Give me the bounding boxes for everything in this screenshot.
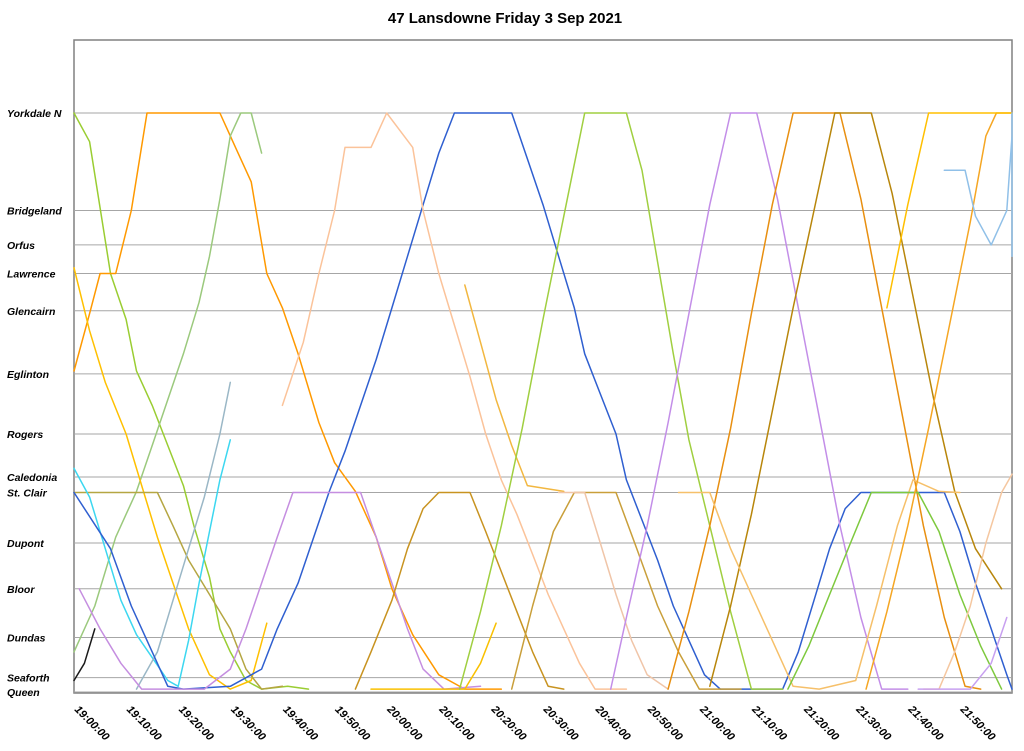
trip-line-22 (865, 112, 1013, 690)
stop-label: Rogers (7, 429, 43, 441)
trip-line-12 (354, 491, 565, 690)
stop-labels: Yorkdale N Bridgeland Orfus Lawrence Glencai… (7, 108, 62, 699)
trip-line-21 (787, 491, 1003, 690)
trip-line-16 (557, 491, 669, 690)
time-tick-label: 19:40:00 (280, 704, 320, 744)
time-axis-labels: 19:00:00 19:10:00 19:20:00 19:30:00 19:40:00… (72, 703, 998, 744)
trip-line-4 (73, 267, 268, 690)
trip-line-13 (370, 622, 497, 690)
trip-line-6 (73, 439, 232, 688)
trip-line-14 (458, 112, 784, 690)
trip-line-26 (917, 616, 1008, 690)
time-tick-label: 21:40:00 (905, 703, 946, 744)
trip-line-3 (73, 112, 263, 653)
time-tick-label: 20:10:00 (436, 703, 477, 744)
time-tick-label: 20:20:00 (488, 703, 529, 744)
trip-line-9 (78, 491, 482, 690)
time-tick-label: 21:00:00 (697, 703, 738, 744)
stop-label: Dundas (7, 633, 46, 645)
trip-line-1 (73, 112, 310, 690)
stop-label: Glencairn (7, 306, 55, 318)
time-tick-label: 21:30:00 (853, 703, 894, 744)
time-tick-label: 20:00:00 (384, 703, 425, 744)
stop-label: Eglinton (7, 369, 49, 381)
trip-line-8 (73, 112, 1013, 690)
time-tick-label: 20:40:00 (592, 703, 633, 744)
stop-label: Bloor (7, 584, 35, 596)
trip-line-2 (73, 112, 503, 690)
stop-label: Lawrence (7, 269, 56, 281)
trip-line-7 (135, 381, 232, 690)
trip-line-17 (609, 112, 909, 690)
trip-line-11 (464, 284, 565, 493)
trip-line-19 (709, 112, 1003, 688)
time-tick-label: 19:00:00 (72, 704, 112, 744)
trip-line-27 (73, 628, 96, 682)
stop-label: Seaforth (7, 673, 50, 685)
plot-frame (73, 39, 1013, 694)
stop-label: Caledonia (7, 472, 57, 484)
time-tick-label: 19:30:00 (228, 704, 268, 744)
stop-label: Queen (7, 687, 40, 699)
stop-label: Dupont (7, 538, 44, 550)
time-tick-label: 20:50:00 (644, 703, 685, 744)
time-tick-label: 19:10:00 (124, 704, 164, 744)
time-tick-label: 19:20:00 (176, 704, 216, 744)
grid-lines (74, 112, 1012, 693)
time-tick-label: 21:20:00 (801, 703, 842, 744)
trip-line-24 (943, 112, 1013, 258)
trip-line-20 (677, 479, 961, 690)
stop-label: Yorkdale N (7, 108, 62, 120)
series-layer (73, 112, 1013, 690)
trip-line-15 (510, 491, 742, 690)
trip-line-10 (281, 112, 628, 690)
trip-line-5 (73, 491, 284, 690)
time-tick-label: 20:30:00 (540, 703, 581, 744)
stop-label: St. Clair (7, 488, 48, 500)
stop-label: Bridgeland (7, 205, 62, 217)
chart-title: 47 Lansdowne Friday 3 Sep 2021 (388, 10, 622, 27)
stop-label: Orfus (7, 240, 35, 252)
time-tick-label: 19:50:00 (332, 704, 372, 744)
trip-line-23 (886, 112, 1013, 309)
time-tick-label: 21:10:00 (749, 703, 790, 744)
time-tick-label: 21:50:00 (957, 703, 998, 744)
